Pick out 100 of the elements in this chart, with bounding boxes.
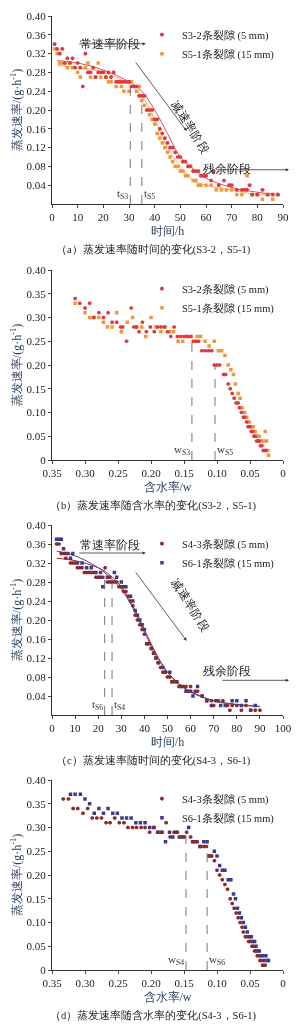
y-tick-label: 0.40	[26, 263, 47, 276]
ref-line-label: t$_{S6}$	[92, 698, 104, 713]
x-tick-label: 100	[274, 722, 292, 735]
text: （d）蒸发速率随含水率的变化(S4-3，S6-1)	[50, 1009, 257, 1022]
legend-label: S6-1条裂隙 (15 mm)	[181, 557, 275, 570]
y-tick-label: 0	[40, 453, 47, 466]
y-tick-label: 0.40	[26, 9, 47, 22]
x-tick-label: 0.05	[240, 977, 261, 990]
x-axis-title: 含水率/w	[143, 990, 192, 1005]
x-tick-label: 60	[200, 211, 212, 224]
annotation: 残余阶段	[203, 163, 251, 175]
x-tick-label: 90	[277, 211, 289, 224]
x-tick-label: 30	[123, 211, 135, 224]
y-tick-label: 0.36	[26, 28, 47, 41]
y-tick-label: 0.05	[26, 940, 47, 953]
y-tick-label: 0.12	[26, 651, 46, 664]
legend-label: S6-1条裂隙 (15 mm)	[181, 812, 275, 825]
annotation: 减速率阶段	[169, 98, 213, 156]
ref-line-label: w$_{S3}$	[174, 443, 191, 458]
y-tick-label: 0.10	[26, 406, 47, 419]
x-axis-title: 含水率/w	[143, 480, 192, 495]
y-tick-label: 0.30	[26, 311, 47, 324]
text: （a）蒸发速率随时间的变化(S3-2，S5-1)	[56, 243, 251, 256]
legend-label: S4-3条裂隙 (5 mm)	[181, 793, 270, 806]
x-tick-label: 80	[231, 722, 243, 735]
y-tick-label: 0.20	[26, 613, 47, 626]
x-tick-label: 0.20	[141, 977, 162, 990]
x-tick-label: 10	[72, 211, 84, 224]
x-tick-label: 50	[162, 722, 174, 735]
legend-label: S4-3条裂隙 (5 mm)	[181, 538, 270, 551]
annotation: 常速率阶段	[80, 37, 140, 50]
legend-label: S5-1条裂隙 (15 mm)	[181, 48, 275, 61]
y-tick-label: 0.04	[26, 689, 47, 702]
legend-label: S5-1条裂隙 (15 mm)	[181, 302, 275, 315]
x-tick-label: 60	[185, 722, 197, 735]
x-tick-label: 0.15	[174, 977, 195, 990]
x-tick-label: 20	[92, 722, 105, 735]
legend-label: S3-2条裂隙 (5 mm)	[181, 283, 270, 296]
y-tick-label: 0.28	[26, 575, 47, 588]
y-tick-label: 0.08	[26, 160, 47, 173]
y-tick-label: 0.32	[26, 47, 46, 60]
x-axis-title: 时间/h	[150, 735, 185, 750]
ref-line-label: w$_{S6}$	[209, 953, 226, 968]
x-tick-label: 50	[174, 211, 187, 224]
y-tick-label: 0.24	[26, 594, 47, 607]
y-tick-label: 0.25	[26, 845, 47, 858]
y-tick-label: 0.10	[26, 916, 47, 929]
annotation: 常速率阶段	[80, 538, 140, 551]
ref-line-label: t$_{S3}$	[117, 187, 129, 202]
x-tick-label: 0	[280, 467, 287, 480]
x-tick-label: 0	[49, 211, 56, 224]
x-tick-label: 20	[97, 211, 110, 224]
y-tick-label: 0.32	[26, 556, 46, 569]
x-tick-label: 10	[69, 722, 82, 735]
x-tick-label: 0.25	[108, 467, 129, 480]
x-tick-label: 0.20	[141, 467, 162, 480]
x-tick-label: 0.25	[108, 977, 129, 990]
ref-line-label: t$_{S5}$	[144, 187, 156, 202]
y-tick-label: 0.12	[26, 141, 46, 154]
y-tick-label: 0.25	[26, 335, 47, 348]
y-tick-label: 0.20	[26, 868, 47, 881]
ref-line-label: w$_{S4}$	[168, 953, 185, 968]
x-tick-label: 30	[115, 722, 128, 735]
y-tick-label: 0.35	[26, 797, 47, 810]
x-tick-label: 0	[49, 722, 56, 735]
y-tick-label: 0.36	[26, 537, 47, 550]
x-axis-title: 时间/h	[150, 224, 185, 239]
x-tick-label: 70	[208, 722, 220, 735]
x-tick-label: 0.05	[240, 467, 261, 480]
y-tick-label: 0.35	[26, 287, 47, 300]
text: （c）蒸发速率随时间的变化(S4-3，S6-1)	[56, 754, 251, 767]
x-tick-label: 0.10	[207, 977, 228, 990]
y-tick-label: 0.04	[26, 179, 47, 192]
y-tick-label: 0.40	[26, 773, 47, 786]
y-tick-label: 0.30	[26, 821, 47, 834]
y-tick-label: 0.28	[26, 66, 47, 79]
y-tick-label: 0.40	[26, 518, 47, 531]
y-tick-label: 0.20	[26, 358, 47, 371]
annotation: 减速率阶段	[169, 576, 213, 634]
x-tick-label: 0.15	[174, 467, 195, 480]
x-tick-label: 0.30	[75, 977, 96, 990]
annotation: 残余阶段	[203, 665, 251, 677]
x-tick-label: 80	[251, 211, 264, 224]
y-tick-label: 0.05	[26, 430, 47, 443]
x-tick-label: 70	[226, 211, 238, 224]
text: （b）蒸发速率随含水率的变化(S3-2，S5-1)	[50, 499, 257, 512]
y-tick-label: 0	[40, 963, 47, 976]
x-tick-label: 40	[149, 211, 161, 224]
y-tick-label: 0.15	[26, 892, 47, 905]
y-tick-label: 0.20	[26, 103, 47, 116]
y-tick-label: 0.15	[26, 382, 47, 395]
x-tick-label: 0	[280, 977, 287, 990]
x-tick-label: 0.30	[75, 467, 96, 480]
x-tick-label: 90	[254, 722, 266, 735]
y-tick-label: 0.08	[26, 670, 47, 683]
ref-line-label: t$_{S4}$	[114, 698, 126, 713]
x-tick-label: 0.10	[207, 467, 228, 480]
y-tick-label: 0.16	[26, 122, 47, 135]
y-tick-label: 0.24	[26, 85, 47, 98]
ref-line-label: w$_{S5}$	[217, 443, 234, 458]
